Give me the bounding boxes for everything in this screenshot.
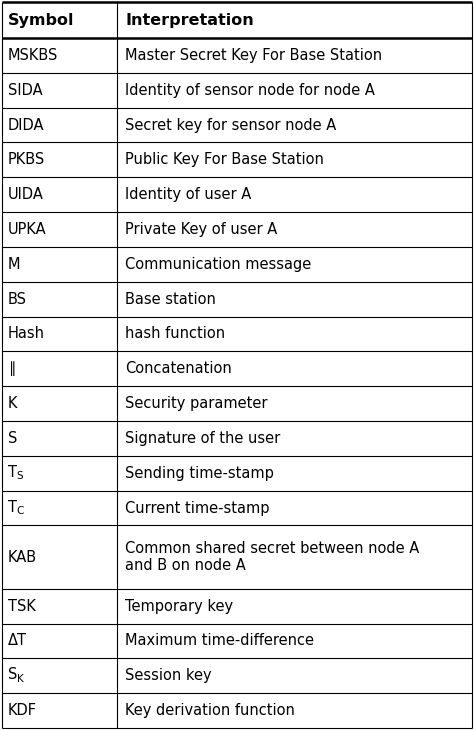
Text: Secret key for sensor node A: Secret key for sensor node A bbox=[125, 118, 337, 133]
Text: Concatenation: Concatenation bbox=[125, 361, 232, 376]
Text: Sending time-stamp: Sending time-stamp bbox=[125, 466, 274, 481]
Text: UPKA: UPKA bbox=[8, 222, 46, 237]
Text: Public Key For Base Station: Public Key For Base Station bbox=[125, 153, 324, 167]
Text: Identity of user A: Identity of user A bbox=[125, 187, 251, 202]
Text: S: S bbox=[16, 471, 23, 481]
Text: K: K bbox=[8, 396, 18, 411]
Text: and B on node A: and B on node A bbox=[125, 558, 246, 574]
Text: KDF: KDF bbox=[8, 703, 37, 718]
Text: Key derivation function: Key derivation function bbox=[125, 703, 295, 718]
Text: Current time-stamp: Current time-stamp bbox=[125, 501, 270, 515]
Text: Identity of sensor node for node A: Identity of sensor node for node A bbox=[125, 82, 375, 98]
Text: S: S bbox=[8, 667, 18, 683]
Text: T: T bbox=[8, 465, 17, 480]
Text: Maximum time-difference: Maximum time-difference bbox=[125, 634, 314, 648]
Text: ∥: ∥ bbox=[8, 361, 15, 376]
Text: M: M bbox=[8, 257, 20, 272]
Text: Master Secret Key For Base Station: Master Secret Key For Base Station bbox=[125, 48, 382, 63]
Text: C: C bbox=[16, 506, 23, 516]
Text: hash function: hash function bbox=[125, 326, 225, 342]
Text: Session key: Session key bbox=[125, 668, 212, 683]
Text: Common shared secret between node A: Common shared secret between node A bbox=[125, 541, 419, 556]
Text: Symbol: Symbol bbox=[8, 12, 74, 28]
Text: ΔT: ΔT bbox=[8, 634, 27, 648]
Text: Base station: Base station bbox=[125, 291, 216, 307]
Text: KAB: KAB bbox=[8, 550, 37, 564]
Text: TSK: TSK bbox=[8, 599, 36, 614]
Text: Private Key of user A: Private Key of user A bbox=[125, 222, 277, 237]
Text: Interpretation: Interpretation bbox=[125, 12, 254, 28]
Text: UIDA: UIDA bbox=[8, 187, 44, 202]
Text: Hash: Hash bbox=[8, 326, 45, 342]
Text: MSKBS: MSKBS bbox=[8, 48, 58, 63]
Text: Security parameter: Security parameter bbox=[125, 396, 268, 411]
Text: Signature of the user: Signature of the user bbox=[125, 431, 281, 446]
Text: S: S bbox=[8, 431, 18, 446]
Text: T: T bbox=[8, 499, 17, 515]
Text: Communication message: Communication message bbox=[125, 257, 311, 272]
Text: K: K bbox=[17, 674, 24, 684]
Text: DIDA: DIDA bbox=[8, 118, 45, 133]
Text: PKBS: PKBS bbox=[8, 153, 45, 167]
Text: BS: BS bbox=[8, 291, 27, 307]
Text: SIDA: SIDA bbox=[8, 82, 43, 98]
Text: Temporary key: Temporary key bbox=[125, 599, 233, 614]
